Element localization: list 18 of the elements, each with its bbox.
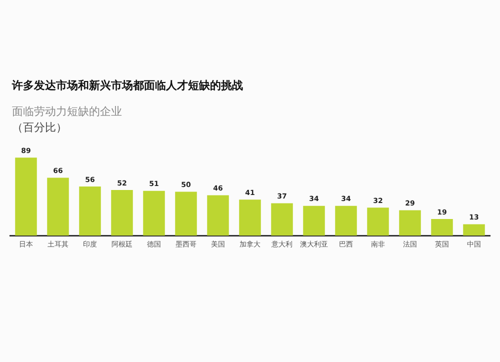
bar [335, 206, 357, 236]
bar [143, 190, 165, 236]
bar [79, 186, 101, 236]
bar [15, 158, 37, 236]
bar [367, 208, 389, 236]
bar [239, 200, 261, 236]
bar [303, 206, 325, 236]
bar [399, 210, 421, 236]
bar [47, 178, 69, 236]
bar [431, 218, 453, 236]
y-axis-title: （百分比） [12, 120, 67, 135]
bar [463, 224, 485, 236]
chart-title: 许多发达市场和新兴市场都面临人才短缺的挑战 [12, 78, 243, 93]
chart-subtitle: 面临劳动力短缺的企业 [12, 104, 122, 119]
bar [207, 195, 229, 236]
bar [271, 203, 293, 236]
bar [175, 192, 197, 236]
bar [111, 190, 133, 236]
